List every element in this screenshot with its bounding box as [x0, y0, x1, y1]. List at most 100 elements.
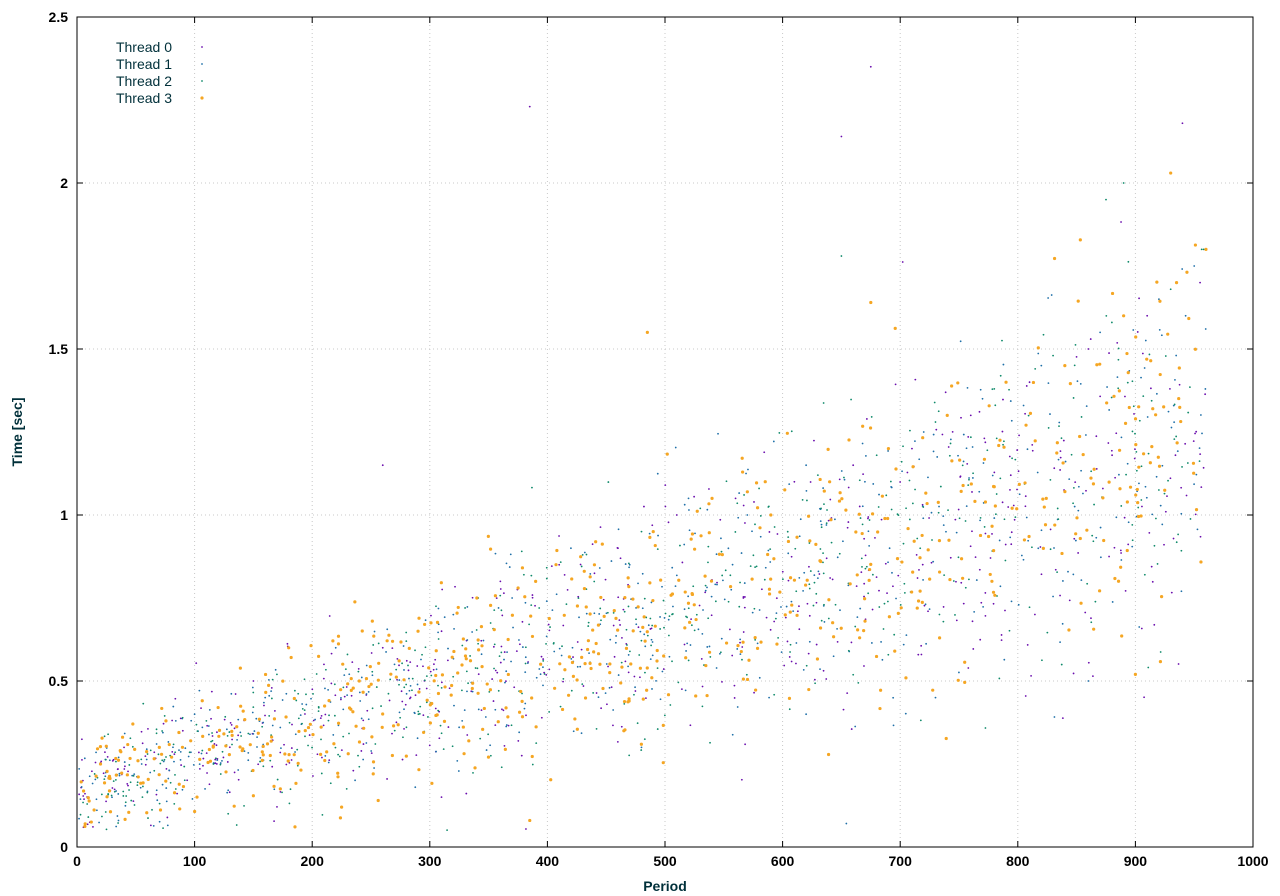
data-point: [299, 714, 302, 717]
data-point: [327, 689, 330, 691]
data-point: [753, 607, 756, 610]
data-point: [651, 654, 654, 657]
data-point: [436, 691, 441, 696]
data-point: [605, 612, 608, 615]
data-point: [1027, 414, 1030, 417]
data-point: [991, 484, 996, 489]
data-point: [595, 727, 598, 730]
data-point: [560, 654, 563, 657]
data-point: [347, 706, 352, 710]
data-point: [1024, 412, 1026, 415]
data-point: [631, 597, 635, 601]
data-point: [671, 566, 674, 569]
data-point: [681, 561, 684, 564]
data-point: [1018, 434, 1020, 437]
data-point: [1014, 516, 1017, 519]
data-point: [174, 788, 177, 790]
data-point: [276, 673, 278, 676]
data-point: [211, 732, 213, 734]
data-point: [81, 759, 83, 761]
data-point: [336, 642, 341, 646]
data-point: [973, 499, 977, 503]
data-point: [1059, 594, 1061, 597]
data-point: [857, 512, 861, 516]
data-point: [1092, 467, 1096, 471]
data-point: [739, 638, 742, 641]
data-point: [707, 545, 710, 548]
data-point: [961, 576, 965, 580]
data-point: [836, 627, 838, 630]
data-point: [1108, 409, 1111, 411]
data-point: [521, 646, 524, 648]
data-point: [959, 557, 964, 561]
data-point: [549, 778, 553, 782]
data-point: [1053, 523, 1057, 527]
data-point: [754, 688, 758, 692]
data-point: [1099, 526, 1102, 529]
data-point: [322, 677, 325, 680]
data-point: [945, 413, 949, 417]
data-point: [1057, 458, 1060, 461]
data-point: [572, 656, 574, 658]
data-point: [230, 692, 233, 695]
data-point: [808, 587, 811, 590]
data-point: [156, 799, 159, 802]
data-point: [308, 734, 311, 736]
data-point: [808, 565, 810, 568]
data-point: [792, 578, 797, 582]
legend-entry-label: Thread 0: [116, 39, 172, 55]
data-point: [594, 641, 598, 646]
data-point: [617, 528, 620, 531]
data-point: [370, 652, 373, 654]
data-point: [955, 531, 958, 534]
data-point: [962, 460, 965, 463]
data-point: [629, 662, 633, 666]
data-point: [1145, 357, 1149, 361]
data-point: [920, 533, 924, 538]
data-point: [227, 753, 231, 757]
data-point: [959, 340, 962, 343]
data-point: [933, 401, 936, 404]
data-point: [639, 630, 642, 633]
data-point: [1047, 427, 1050, 429]
data-point: [1117, 389, 1121, 393]
data-point: [1004, 380, 1008, 384]
data-point: [407, 664, 409, 667]
data-point: [774, 617, 777, 620]
data-point: [925, 501, 929, 506]
data-point: [434, 658, 437, 661]
data-point: [1134, 335, 1138, 339]
data-point: [845, 822, 848, 825]
data-point: [567, 655, 572, 659]
data-point: [825, 524, 828, 526]
data-point: [1173, 438, 1176, 441]
data-point: [165, 787, 168, 789]
data-point: [1158, 328, 1161, 331]
data-point: [879, 688, 883, 692]
data-point: [664, 484, 667, 487]
data-point: [303, 709, 306, 712]
data-point: [808, 542, 811, 544]
data-point: [665, 452, 669, 456]
data-point: [1178, 383, 1181, 386]
data-point: [661, 670, 664, 673]
data-point: [1180, 590, 1183, 593]
data-point: [626, 644, 628, 646]
data-point: [903, 582, 906, 585]
data-point: [351, 661, 354, 664]
data-point: [534, 604, 536, 607]
data-point: [671, 613, 674, 615]
data-point: [697, 628, 700, 631]
data-point: [910, 590, 914, 594]
data-point: [643, 633, 646, 636]
data-point: [471, 631, 474, 633]
data-point: [108, 759, 111, 762]
data-point: [389, 678, 392, 681]
data-point: [506, 651, 508, 653]
data-point: [385, 651, 387, 653]
data-point: [919, 547, 922, 550]
data-point: [839, 609, 841, 612]
data-point: [901, 261, 904, 263]
data-point: [320, 772, 323, 775]
data-point: [390, 753, 394, 758]
